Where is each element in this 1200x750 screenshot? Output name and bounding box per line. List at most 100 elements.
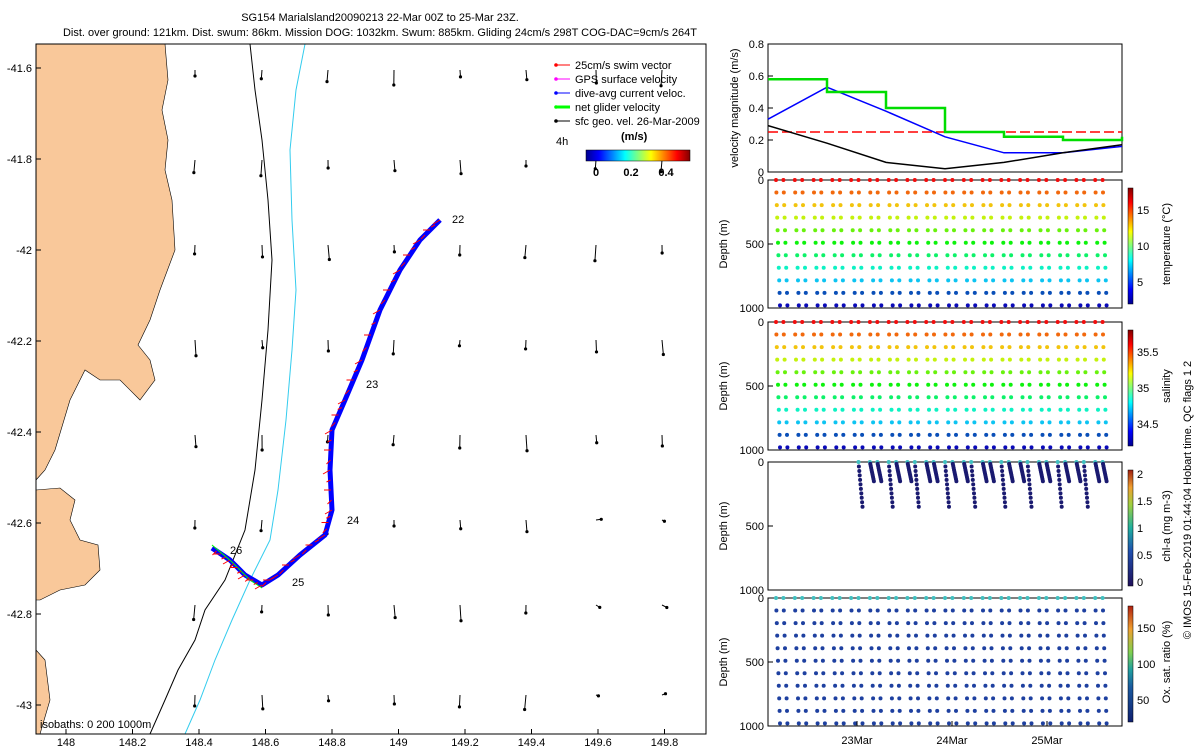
section-point: [914, 357, 918, 362]
section-point: [947, 721, 951, 726]
velocity-arrow: [393, 159, 396, 171]
section-point: [894, 621, 899, 626]
section-point: [795, 395, 800, 400]
section-point: [782, 621, 787, 626]
section-point: [803, 420, 808, 425]
section-point: [1103, 420, 1108, 425]
section-point: [858, 382, 863, 387]
section-point: [934, 253, 938, 258]
section-point: [783, 382, 788, 387]
section-point: [1065, 671, 1070, 676]
velocity-arrow-head: [325, 80, 329, 84]
section-point: [1019, 215, 1024, 220]
day-label: 24: [347, 515, 359, 527]
velocity-arrow-head: [326, 166, 330, 170]
section-point: [981, 608, 985, 613]
section-point: [871, 278, 876, 283]
section-point: [1058, 671, 1063, 676]
section-point: [832, 253, 837, 258]
section-point: [933, 240, 938, 245]
section-point: [932, 203, 937, 208]
section-point: [931, 320, 936, 324]
section-point: [796, 696, 800, 701]
velocity-arrow-head: [596, 694, 601, 698]
section-point: [991, 479, 996, 484]
section-point: [796, 721, 801, 726]
section-point: [1003, 721, 1008, 726]
section-point: [1102, 240, 1107, 245]
section-point: [803, 278, 808, 283]
section-point: [774, 345, 779, 350]
section-point: [943, 469, 948, 473]
velocity-arrow-head: [525, 78, 529, 82]
section-point: [777, 708, 782, 713]
section-point: [981, 621, 986, 626]
section-point: [963, 658, 968, 663]
section-point: [781, 190, 786, 195]
section-point: [852, 290, 857, 295]
section-point: [822, 432, 827, 437]
velocity-arrow-head: [662, 519, 667, 523]
section-point: [1045, 370, 1050, 375]
section-point: [963, 370, 968, 375]
map-y-tick-label: -42.4: [7, 427, 32, 439]
section-point: [1028, 696, 1033, 701]
map-x-tick-label: 149.4: [518, 737, 546, 749]
velocity-arrow-head: [459, 527, 463, 531]
section-point: [950, 190, 955, 195]
velocity-arrow: [459, 159, 462, 174]
section-point: [982, 228, 987, 233]
section-point: [871, 432, 876, 437]
section-point: [1101, 633, 1106, 638]
section-point: [1103, 278, 1108, 283]
section-point: [831, 215, 836, 220]
section-point: [858, 486, 863, 491]
section-point: [819, 621, 824, 626]
section-point: [934, 265, 939, 270]
velocity-arrow: [524, 244, 527, 258]
section-point: [1010, 445, 1015, 450]
section-point: [860, 445, 865, 450]
section-point: [931, 178, 936, 182]
section-point: [1045, 215, 1050, 220]
section-point: [870, 395, 875, 400]
section-point: [1007, 215, 1012, 220]
section-point: [915, 265, 920, 270]
section-point: [1094, 621, 1098, 626]
section-point: [822, 445, 827, 450]
section-point: [983, 395, 987, 400]
section-point: [1059, 504, 1064, 509]
section-point: [972, 495, 977, 500]
colorbar-tick-label: 1: [1137, 523, 1143, 535]
section-point: [1065, 382, 1070, 387]
section-point: [1010, 432, 1015, 437]
section-point: [1083, 357, 1087, 362]
section-point: [1103, 395, 1107, 400]
section-point: [1036, 320, 1041, 324]
section-point: [1084, 486, 1089, 491]
section-point: [802, 671, 807, 676]
section-point: [1074, 190, 1079, 195]
section-point: [1047, 708, 1052, 713]
section-point: [837, 320, 842, 324]
section-point: [1009, 696, 1014, 701]
section-point: [907, 646, 911, 651]
section-point: [928, 445, 933, 450]
section-point: [963, 633, 967, 638]
section-point: [1058, 495, 1063, 500]
section-point: [833, 432, 838, 437]
velocity-series-line: [767, 124, 1123, 170]
map-x-tick-label: 148.4: [185, 737, 213, 749]
section-point: [852, 708, 857, 713]
section-point: [838, 332, 843, 337]
section-point: [833, 708, 838, 713]
section-point: [1083, 215, 1087, 220]
section-point: [999, 608, 1004, 613]
section-point: [821, 671, 826, 676]
section-point: [868, 608, 873, 613]
velocity-arrow: [194, 434, 197, 447]
section-point: [914, 382, 919, 387]
section-point: [1020, 382, 1025, 387]
section-point: [834, 303, 839, 308]
section-point: [1057, 370, 1062, 375]
